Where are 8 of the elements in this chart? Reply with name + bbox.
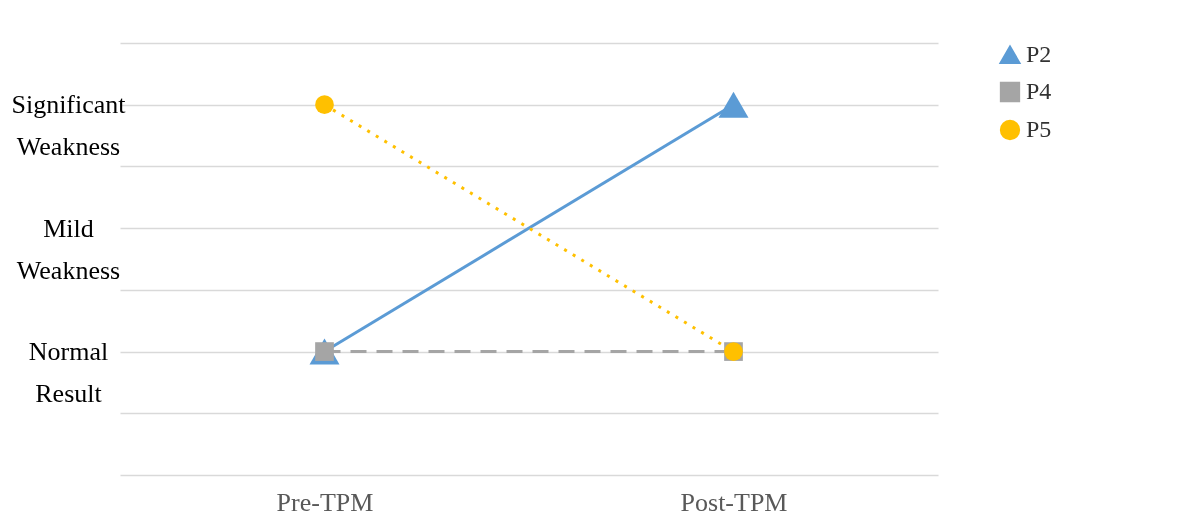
legend-label: P5	[1026, 116, 1052, 142]
legend-label: P4	[1026, 78, 1052, 104]
text: Normal Result	[28, 337, 109, 409]
x-tick-label: Pre-TPM	[276, 487, 374, 517]
x-tick-label: Post-TPM	[680, 487, 788, 517]
annotation: Significant Weakness	[11, 90, 127, 162]
legend-label: P2	[1026, 41, 1052, 67]
text: Mild Weakness	[16, 213, 121, 285]
